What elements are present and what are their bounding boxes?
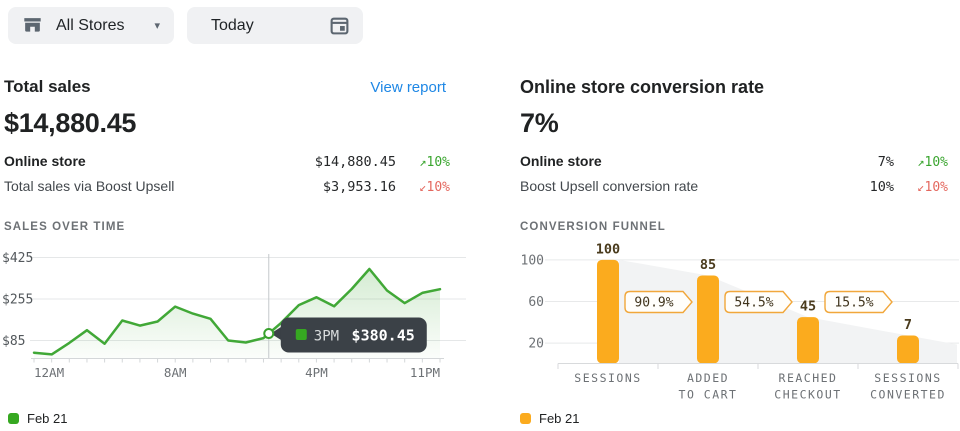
funnel-chart-legend: Feb 21 xyxy=(520,411,579,426)
delta-badge: ↙10% xyxy=(894,180,948,195)
funnel-bar[interactable] xyxy=(597,259,619,364)
date-filter-label: Today xyxy=(211,16,254,34)
delta-value: 10% xyxy=(924,155,948,170)
y-tick-label: 100 xyxy=(521,253,544,268)
total-sales-title: Total sales xyxy=(4,77,91,96)
conversion-rate-value: 7% xyxy=(520,108,559,138)
conversion-badge xyxy=(824,290,893,314)
funnel-bar[interactable] xyxy=(697,275,719,364)
sales-over-time-heading: SALES OVER TIME xyxy=(4,221,126,233)
delta-value: 10% xyxy=(426,155,450,170)
y-tick-label: $425 xyxy=(2,251,33,266)
sales-line xyxy=(32,267,442,356)
funnel-category-label: REACHED xyxy=(779,371,838,385)
trend-up-icon: ↗ xyxy=(419,155,427,169)
trend-down-icon: ↙ xyxy=(419,180,427,194)
trend-up-icon: ↗ xyxy=(917,155,925,169)
row-label: Boost Upsell conversion rate xyxy=(520,178,699,194)
hover-marker xyxy=(263,328,275,340)
delta-badge: ↙10% xyxy=(396,180,450,195)
row-label: Total sales via Boost Upsell xyxy=(4,178,175,194)
funnel-category-label: CONVERTED xyxy=(870,388,946,402)
conversion-funnel-heading: CONVERSION FUNNEL xyxy=(520,221,666,233)
conversion-badge-value: 15.5% xyxy=(834,296,873,311)
delta-value: 10% xyxy=(426,180,450,195)
row-value: 10% xyxy=(869,179,894,195)
funnel-bar-value: 7 xyxy=(904,317,912,333)
calendar-icon xyxy=(330,17,349,35)
delta-value: 10% xyxy=(924,180,948,195)
view-report-link[interactable]: View report xyxy=(370,79,446,96)
table-row: Online store $14,880.45 ↗10% xyxy=(4,153,450,170)
store-icon xyxy=(24,18,41,32)
x-tick-label: 4PM xyxy=(305,365,328,380)
row-value: 7% xyxy=(877,154,894,170)
x-tick-label: 8AM xyxy=(164,365,187,380)
funnel-bar-value: 100 xyxy=(596,243,620,257)
chart-tooltip: 3PM $380.45 xyxy=(270,317,427,353)
conversion-badge-value: 90.9% xyxy=(634,296,673,311)
conversion-badge-value: 54.5% xyxy=(734,296,773,311)
delta-badge: ↗10% xyxy=(396,155,450,170)
y-tick-label: 20 xyxy=(528,337,544,352)
conversion-rate-title: Online store conversion rate xyxy=(520,77,765,97)
table-row: Online store 7% ↗10% xyxy=(520,153,948,170)
tooltip-time: 3PM xyxy=(314,329,339,345)
funnel-category-label: ADDED xyxy=(687,371,729,385)
funnel-bar-value: 85 xyxy=(700,257,716,273)
funnel-category-label: SESSIONS xyxy=(574,371,641,385)
x-tick-label: 12AM xyxy=(34,365,64,380)
y-tick-label: $255 xyxy=(2,293,33,308)
sales-chart-legend: Feb 21 xyxy=(8,411,67,426)
table-row: Boost Upsell conversion rate 10% ↙10% xyxy=(520,178,948,195)
chevron-down-icon: ▾ xyxy=(154,20,160,32)
row-value: $14,880.45 xyxy=(314,154,396,170)
funnel-bar[interactable] xyxy=(797,317,819,364)
trend-down-icon: ↙ xyxy=(917,180,925,194)
total-sales-value: $14,880.45 xyxy=(4,108,137,138)
date-filter-button[interactable]: Today xyxy=(187,7,363,44)
y-tick-label: 60 xyxy=(528,295,544,310)
tooltip-value: $380.45 xyxy=(352,327,415,345)
legend-label: Feb 21 xyxy=(27,411,68,426)
tooltip-swatch xyxy=(295,329,307,340)
row-label: Online store xyxy=(520,153,602,169)
row-value: $3,953.16 xyxy=(322,179,396,195)
x-tick-label: 11PM xyxy=(410,365,440,380)
sales-over-time-chart[interactable]: $425 $255 $85 12AM 8AM 4PM 11PM 3PM $380.45 xyxy=(0,243,470,380)
store-filter-label: All Stores xyxy=(56,16,125,34)
legend-swatch-green xyxy=(8,413,19,424)
total-sales-breakdown: Online store $14,880.45 ↗10% Total sales… xyxy=(4,153,450,195)
row-label: Online store xyxy=(4,153,86,169)
filter-bar: All Stores ▾ Today xyxy=(8,7,363,44)
funnel-bar[interactable] xyxy=(897,335,919,364)
conversion-breakdown: Online store 7% ↗10% Boost Upsell conver… xyxy=(520,153,948,195)
funnel-category-label: TO CART xyxy=(679,388,738,402)
delta-badge: ↗10% xyxy=(894,155,948,170)
y-tick-label: $85 xyxy=(2,334,25,349)
funnel-bar-value: 45 xyxy=(800,299,816,315)
conversion-funnel-chart[interactable]: 100 60 20 100 85 45 7 90.9% 54.5% 15.5% SESSIONS AD… xyxy=(490,243,960,405)
conversion-badge xyxy=(624,290,693,314)
store-filter-button[interactable]: All Stores ▾ xyxy=(8,7,174,44)
legend-swatch-orange xyxy=(520,413,531,424)
table-row: Total sales via Boost Upsell $3,953.16 ↙… xyxy=(4,178,450,195)
total-sales-header: Total sales View report xyxy=(4,77,446,97)
funnel-category-label: CHECKOUT xyxy=(774,388,841,402)
conversion-badge xyxy=(724,290,793,314)
funnel-category-label: SESSIONS xyxy=(874,371,941,385)
legend-label: Feb 21 xyxy=(539,411,580,426)
